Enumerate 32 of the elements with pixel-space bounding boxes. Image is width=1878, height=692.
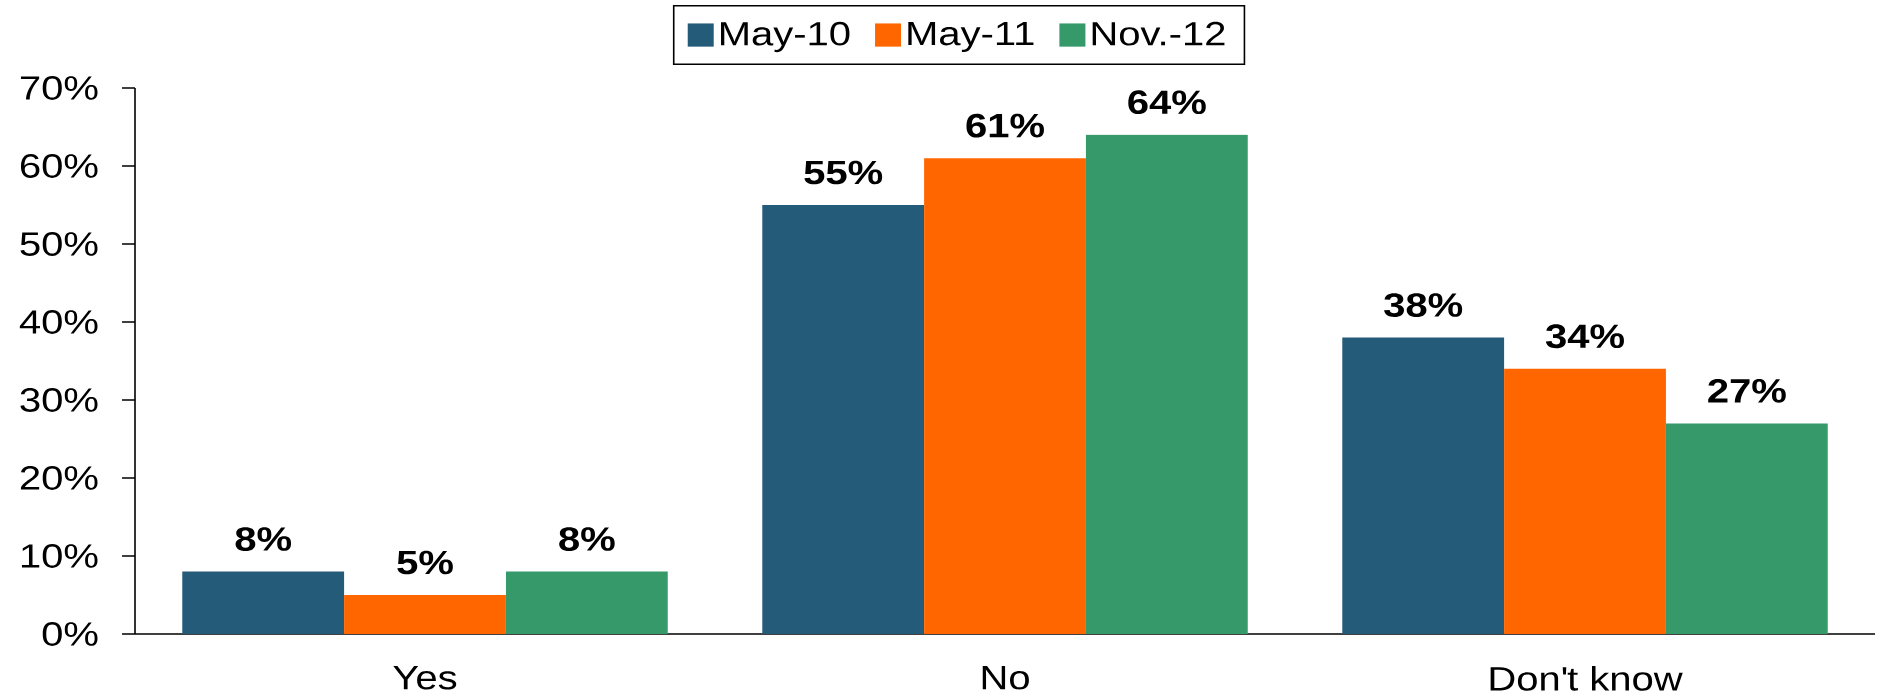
y-tick-label: 20% [20,466,98,490]
y-tick-label: 60% [20,154,98,178]
legend-label: May-10 [721,21,850,53]
y-tick-label: 70% [20,76,98,100]
bar [1665,423,1828,634]
data-label: 5% [397,550,453,575]
data-label: 8% [235,527,292,551]
bar [1085,134,1248,634]
bar [1342,337,1505,634]
y-tick-label: 10% [21,544,98,568]
y-tick-label: 0% [42,622,98,646]
data-label: 61% [966,113,1044,138]
bar [762,205,925,634]
y-tick-label: 30% [20,388,98,412]
data-label: 34% [1545,324,1624,349]
data-label: 38% [1384,293,1463,317]
x-tick-label: No [982,666,1029,690]
x-tick-label: Yes [393,666,457,690]
legend-label: Nov.-12 [1092,21,1225,46]
legend-label: May-11 [908,21,1034,53]
data-label: 27% [1708,378,1786,403]
bar [924,158,1086,634]
bar [344,595,506,634]
bar [1504,368,1666,634]
data-label: 55% [804,160,883,185]
x-tick-label: Don't know [1490,666,1683,691]
y-tick-label: 40% [19,310,98,334]
data-label: 64% [1128,90,1206,115]
y-tick-label: 50% [20,232,98,256]
bar [505,571,668,634]
bar [182,571,345,634]
data-label: 8% [559,527,615,551]
